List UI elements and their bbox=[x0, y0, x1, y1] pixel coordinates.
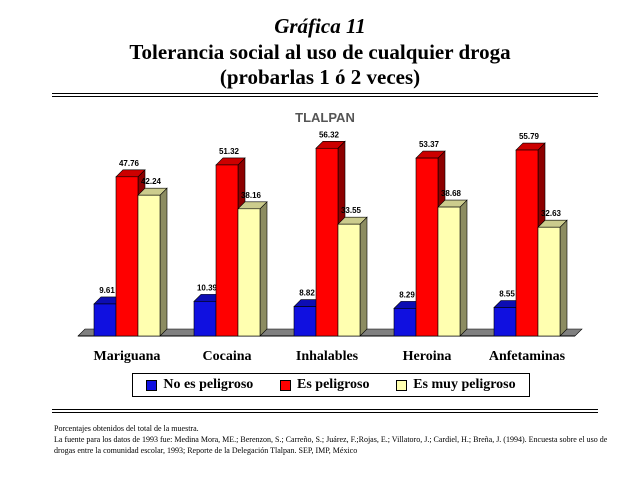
bar bbox=[315, 147, 339, 337]
x-tick-label: Heroina bbox=[403, 349, 452, 364]
legend-label: No es peligroso bbox=[163, 377, 254, 392]
data-label: 32.63 bbox=[541, 209, 562, 218]
legend-item-no-peligroso: No es peligroso bbox=[146, 377, 253, 393]
title-line-1: Tolerancia social al uso de cualquier dr… bbox=[129, 40, 511, 64]
bar bbox=[215, 164, 239, 337]
bar-side bbox=[259, 201, 268, 337]
data-label: 9.61 bbox=[99, 286, 115, 295]
data-label: 56.32 bbox=[319, 130, 340, 139]
bar bbox=[537, 226, 561, 337]
x-tick-label: Inhalables bbox=[296, 349, 359, 364]
bar bbox=[193, 301, 217, 337]
footnote-source: La fuente para los datos de 1993 fue: Me… bbox=[54, 435, 608, 455]
bar-side bbox=[559, 219, 568, 337]
data-label: 10.39 bbox=[197, 283, 218, 292]
bar-side bbox=[359, 216, 368, 337]
bar bbox=[337, 223, 361, 337]
data-label: 33.55 bbox=[341, 206, 362, 215]
bar bbox=[415, 157, 439, 337]
data-label: 8.55 bbox=[499, 290, 515, 299]
x-tick-label: Mariguana bbox=[94, 349, 161, 364]
bar bbox=[493, 307, 517, 337]
top-rule bbox=[52, 93, 598, 97]
x-tick-label: Anfetaminas bbox=[489, 349, 566, 364]
chart-kicker: Gráfica 11 bbox=[274, 14, 366, 38]
chart-title: Tolerancia social al uso de cualquier dr… bbox=[0, 40, 640, 90]
bar bbox=[293, 306, 317, 337]
bar bbox=[93, 303, 117, 337]
bar bbox=[237, 208, 261, 337]
legend-swatch-yellow bbox=[396, 379, 408, 391]
data-label: 38.68 bbox=[441, 189, 462, 198]
bar bbox=[437, 206, 461, 337]
legend-swatch-red bbox=[280, 379, 292, 391]
bar-side bbox=[159, 187, 168, 337]
data-label: 47.76 bbox=[119, 159, 140, 168]
bar bbox=[137, 194, 161, 337]
data-label: 55.79 bbox=[519, 132, 540, 141]
data-label: 42.24 bbox=[141, 177, 162, 186]
data-label: 53.37 bbox=[419, 140, 440, 149]
data-label: 38.16 bbox=[241, 191, 262, 200]
legend-label: Es peligroso bbox=[297, 377, 370, 392]
bar bbox=[393, 308, 417, 337]
plot-subtitle: TLALPAN bbox=[295, 110, 355, 125]
chart-legend: No es peligroso Es peligroso Es muy peli… bbox=[132, 373, 530, 397]
legend-label: Es muy peligroso bbox=[413, 377, 516, 392]
footnotes: Porcentajes obtenidos del total de la mu… bbox=[54, 423, 614, 456]
data-label: 8.29 bbox=[399, 290, 415, 299]
footnote-sample: Porcentajes obtenidos del total de la mu… bbox=[54, 424, 199, 433]
data-label: 51.32 bbox=[219, 147, 240, 156]
x-tick-label: Cocaina bbox=[203, 349, 252, 364]
legend-item-muy-peligroso: Es muy peligroso bbox=[396, 377, 516, 393]
data-label: 8.82 bbox=[299, 289, 315, 298]
bottom-rule bbox=[52, 409, 598, 413]
title-line-2: (probarlas 1 ó 2 veces) bbox=[219, 65, 421, 89]
bar bbox=[515, 149, 539, 337]
legend-swatch-blue bbox=[146, 379, 158, 391]
bar-side bbox=[459, 199, 468, 337]
legend-item-peligroso: Es peligroso bbox=[280, 377, 370, 393]
bar bbox=[115, 176, 139, 337]
